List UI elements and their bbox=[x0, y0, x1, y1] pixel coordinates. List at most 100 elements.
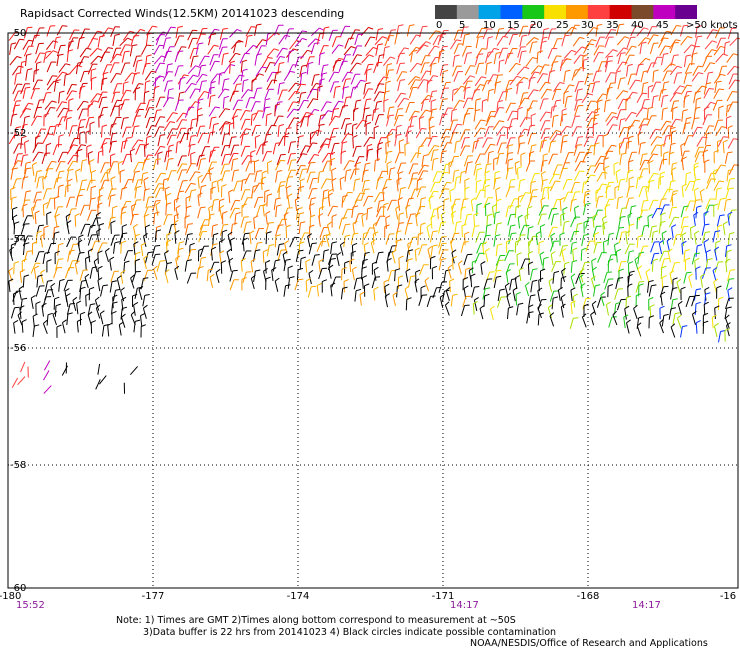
wind-barb bbox=[157, 135, 161, 147]
wind-barb-flag bbox=[339, 176, 345, 180]
wind-barb bbox=[364, 36, 371, 47]
wind-barb bbox=[658, 177, 660, 189]
wind-barb-flag bbox=[673, 100, 680, 102]
wind-barb bbox=[242, 197, 249, 208]
wind-barb-flag bbox=[266, 113, 272, 116]
wind-barb-flag bbox=[683, 205, 689, 208]
legend-swatch bbox=[456, 5, 480, 19]
wind-barb-flag bbox=[58, 134, 64, 137]
wind-barb bbox=[717, 136, 724, 147]
wind-barb-flag bbox=[533, 89, 539, 92]
wind-barb-flag bbox=[24, 115, 30, 118]
wind-barb bbox=[250, 101, 256, 112]
wind-barb-flag bbox=[279, 82, 285, 85]
wind-barb-flag bbox=[645, 268, 651, 273]
wind-barb-flag bbox=[102, 284, 108, 287]
wind-barb bbox=[352, 45, 358, 57]
wind-barb bbox=[254, 171, 258, 183]
wind-barb-flag bbox=[302, 30, 308, 33]
wind-barb bbox=[25, 55, 28, 67]
wind-barb-flag bbox=[404, 142, 410, 146]
wind-barb-flag bbox=[272, 79, 278, 82]
wind-barb-flag bbox=[602, 183, 608, 186]
wind-barb bbox=[319, 227, 325, 238]
wind-barb bbox=[306, 162, 311, 174]
wind-barb bbox=[99, 313, 104, 325]
wind-barb-flag bbox=[448, 160, 454, 164]
wind-barb bbox=[420, 55, 426, 66]
wind-barb bbox=[373, 62, 378, 74]
wind-barb-flag bbox=[193, 55, 199, 58]
wind-barb-flag bbox=[170, 26, 176, 29]
wind-barb bbox=[306, 172, 311, 183]
wind-barb bbox=[332, 101, 340, 111]
wind-barb-flag bbox=[629, 270, 635, 273]
wind-barb bbox=[691, 118, 695, 130]
wind-barb bbox=[366, 145, 368, 158]
wind-barb-flag bbox=[299, 186, 305, 188]
wind-barb-flag bbox=[704, 286, 710, 291]
wind-barb bbox=[394, 135, 398, 147]
wind-barb-flag bbox=[267, 160, 273, 164]
wind-barb-flag bbox=[14, 221, 20, 224]
wind-barb bbox=[453, 71, 459, 82]
wind-barb bbox=[419, 198, 422, 210]
wind-barb bbox=[63, 110, 69, 122]
wind-barb-flag bbox=[198, 248, 204, 251]
wind-barb bbox=[407, 76, 416, 86]
wind-barb bbox=[263, 99, 266, 111]
wind-barb-flag bbox=[670, 323, 676, 328]
wind-barb bbox=[363, 83, 367, 95]
wind-barb-flag bbox=[503, 35, 509, 38]
wind-barb bbox=[77, 119, 82, 131]
wind-barb bbox=[661, 109, 664, 121]
wind-barb bbox=[217, 88, 225, 99]
wind-barb bbox=[262, 107, 266, 119]
wind-barb bbox=[317, 172, 320, 184]
wind-barb bbox=[420, 137, 428, 148]
wind-barb bbox=[94, 299, 100, 311]
wind-barb-flag bbox=[675, 39, 681, 42]
wind-barb-flag bbox=[255, 249, 261, 252]
wind-barb bbox=[415, 215, 418, 227]
wind-barb bbox=[650, 136, 658, 146]
wind-barb-flag bbox=[12, 214, 18, 218]
wind-barb-flag bbox=[84, 273, 90, 278]
wind-barb bbox=[474, 100, 477, 112]
wind-barb-flag bbox=[716, 285, 722, 289]
wind-barb bbox=[11, 65, 20, 76]
wind-barb-flag bbox=[722, 139, 728, 143]
wind-barb bbox=[210, 73, 218, 83]
wind-barb-flag bbox=[507, 125, 513, 129]
wind-barb bbox=[53, 37, 57, 49]
wind-barb bbox=[700, 276, 703, 288]
wind-barb bbox=[88, 198, 92, 210]
wind-barb-flag bbox=[445, 163, 451, 166]
wind-barb bbox=[474, 76, 482, 87]
wind-barb bbox=[310, 43, 315, 55]
wind-barb bbox=[683, 135, 689, 147]
wind-barb bbox=[286, 187, 288, 199]
wind-barb bbox=[625, 45, 633, 56]
wind-barb-flag bbox=[534, 71, 540, 74]
wind-barb-flag bbox=[224, 133, 230, 135]
wind-barb-flag bbox=[602, 215, 607, 220]
wind-barb bbox=[276, 154, 282, 166]
wind-barb-flag bbox=[662, 158, 668, 161]
wind-barb bbox=[119, 37, 128, 47]
wind-barb bbox=[80, 71, 85, 83]
wind-barb bbox=[288, 160, 292, 172]
wind-barb-flag bbox=[644, 159, 650, 162]
wind-barb bbox=[52, 144, 58, 156]
wind-barb-flag bbox=[87, 311, 93, 316]
wind-barb-flag bbox=[144, 213, 150, 217]
wind-barb-flag bbox=[235, 52, 241, 56]
wind-barb bbox=[250, 261, 254, 273]
pass-time: 15:52 bbox=[16, 600, 45, 611]
wind-barb bbox=[593, 52, 600, 63]
wind-barb bbox=[669, 65, 678, 76]
wind-barb-flag bbox=[686, 84, 692, 87]
wind-barb-flag bbox=[85, 256, 91, 259]
wind-barb-flag bbox=[546, 88, 552, 91]
wind-barb-flag bbox=[714, 322, 719, 327]
